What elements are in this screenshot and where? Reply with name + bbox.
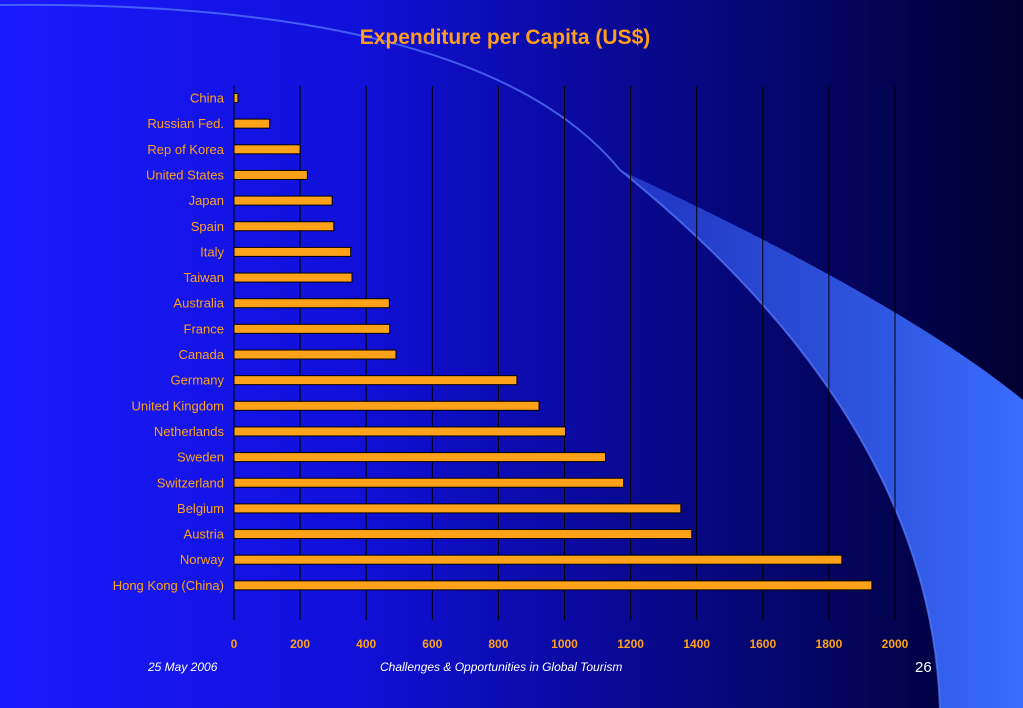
bar xyxy=(233,375,518,386)
bar xyxy=(233,323,391,334)
category-label: Taiwan xyxy=(184,270,224,285)
bar xyxy=(233,452,606,463)
chart-title: Expenditure per Capita (US$) xyxy=(359,26,651,49)
category-label: Belgium xyxy=(177,501,224,516)
bar xyxy=(233,529,693,540)
x-tick-label: 600 xyxy=(422,637,442,651)
bar xyxy=(233,246,352,257)
category-label: Netherlands xyxy=(154,424,225,439)
bar xyxy=(233,298,390,309)
category-label: Germany xyxy=(171,373,225,388)
bar xyxy=(233,580,873,591)
x-tick-label: 1400 xyxy=(683,637,710,651)
category-label: United Kingdom xyxy=(132,398,225,413)
category-label: Switzerland xyxy=(157,475,224,490)
category-label: Rep of Korea xyxy=(147,142,224,157)
bar xyxy=(233,272,353,283)
category-label: Australia xyxy=(173,296,224,311)
bar xyxy=(233,503,682,514)
category-label: Japan xyxy=(189,193,224,208)
x-tick-label: 2000 xyxy=(882,637,909,651)
category-label: Canada xyxy=(178,347,224,362)
bar xyxy=(233,169,308,180)
category-label: Russian Fed. xyxy=(147,116,224,131)
x-tick-label: 400 xyxy=(356,637,376,651)
bar xyxy=(233,400,540,411)
x-tick-label: 1800 xyxy=(816,637,843,651)
x-tick-label: 200 xyxy=(290,637,310,651)
category-label: Hong Kong (China) xyxy=(113,578,224,593)
x-tick-label: 0 xyxy=(231,637,238,651)
bar xyxy=(233,93,239,103)
x-tick-label: 1600 xyxy=(749,637,776,651)
x-tick-label: 1000 xyxy=(551,637,578,651)
x-tick-label: 800 xyxy=(488,637,508,651)
bar xyxy=(233,477,625,488)
category-label: United States xyxy=(146,167,225,182)
footer-date: 25 May 2006 xyxy=(148,660,218,674)
bar xyxy=(233,221,335,232)
x-tick-label: 1200 xyxy=(617,637,644,651)
bar xyxy=(233,144,301,155)
bar xyxy=(233,195,333,206)
footer-title: Challenges & Opportunities in Global Tou… xyxy=(380,660,623,674)
bar xyxy=(233,118,271,129)
category-label: Austria xyxy=(184,527,225,542)
bar xyxy=(233,426,566,437)
category-label: Spain xyxy=(191,219,224,234)
category-label: China xyxy=(190,91,225,106)
category-label: Sweden xyxy=(177,450,224,465)
curve-arc-line xyxy=(0,3,941,708)
category-label: Italy xyxy=(200,244,224,259)
slide-number: 26 xyxy=(915,659,932,676)
bar xyxy=(233,554,843,565)
curve-wedge-shape xyxy=(620,170,1023,708)
category-label: France xyxy=(184,321,224,336)
category-label: Norway xyxy=(180,552,225,567)
bar xyxy=(233,349,397,360)
